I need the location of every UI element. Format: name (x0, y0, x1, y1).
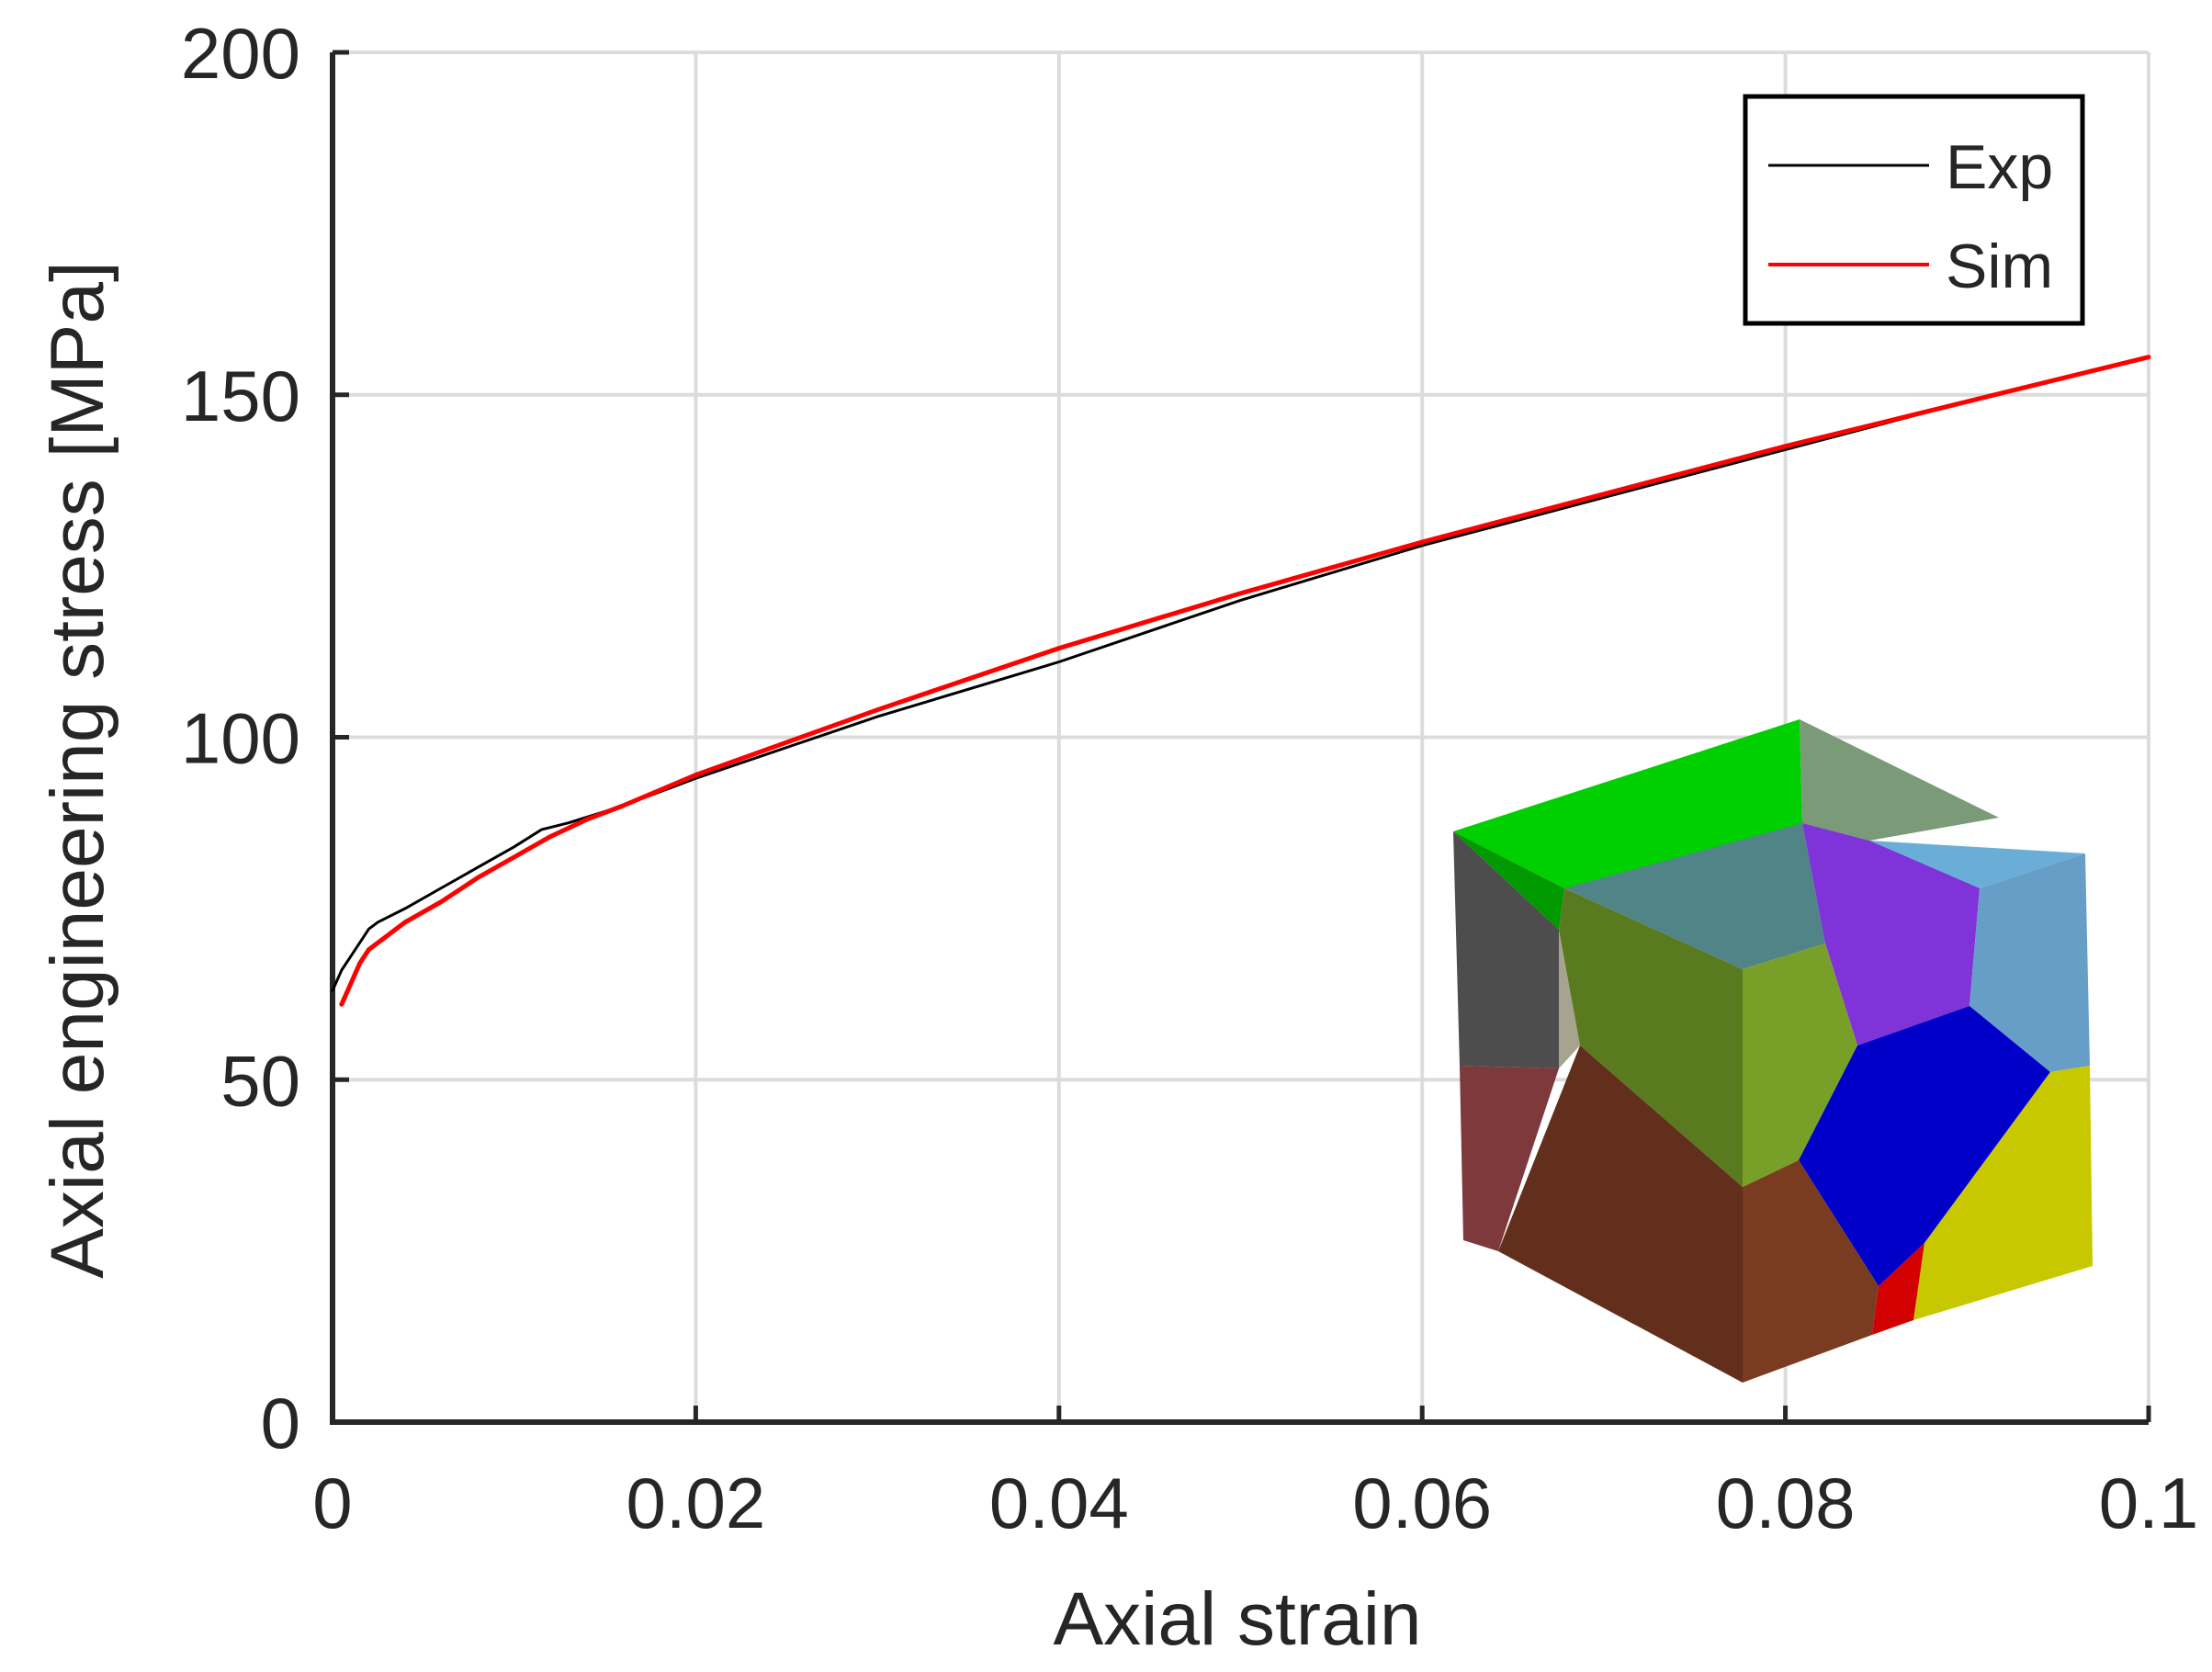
legend-label-exp: Exp (1946, 132, 2053, 202)
series-line-exp (331, 356, 2150, 992)
y-tick-label: 0 (261, 1383, 300, 1463)
axes-layer: 0 0.02 0.04 0.06 0.08 0.1 0 50 100 150 200 (181, 13, 2198, 1543)
y-tick-label: 100 (181, 698, 300, 779)
x-axis-label: Axial strain (1053, 1577, 1421, 1661)
y-axis-label: Axial engineering stress [MPa] (36, 261, 119, 1279)
y-tick-label: 150 (181, 356, 300, 436)
series-line-sim (339, 355, 2151, 1007)
x-tick-label: 0.02 (626, 1463, 765, 1543)
legend: Exp Sim (1743, 94, 2085, 326)
x-tick-label: 0.08 (1716, 1463, 1856, 1543)
polycrystal-cube-icon (1453, 719, 2093, 1383)
legend-box (1743, 94, 2085, 326)
x-tick-label: 0 (312, 1463, 352, 1543)
y-tick-label: 200 (181, 13, 300, 94)
x-tick-label: 0.1 (2099, 1463, 2198, 1543)
x-tick-label: 0.04 (989, 1463, 1129, 1543)
legend-label-sim: Sim (1946, 232, 2053, 301)
series-layer (331, 355, 2151, 1007)
y-tick-label: 50 (220, 1040, 300, 1121)
x-tick-label: 0.06 (1352, 1463, 1492, 1543)
